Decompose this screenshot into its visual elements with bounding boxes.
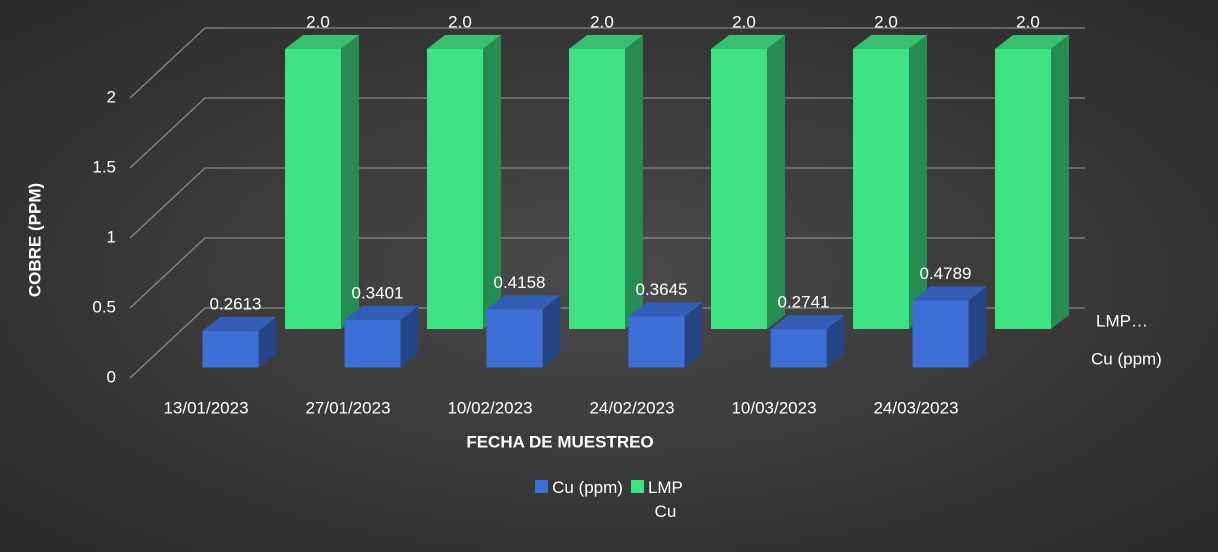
x-tick-label: 13/01/2023 (163, 398, 248, 417)
bar-side (542, 295, 561, 368)
legend-item: LMP Cu (630, 476, 683, 524)
bar-side (483, 35, 501, 329)
depth-label: Cu (ppm) (1091, 349, 1162, 368)
bar-top (427, 35, 501, 49)
depth-label: LMP… (1096, 311, 1148, 330)
bar-side (968, 286, 987, 368)
bar (427, 49, 483, 329)
bar-top (853, 35, 927, 49)
bar-side (767, 35, 785, 329)
data-label: 0.3645 (636, 280, 688, 299)
bar-side (1051, 35, 1069, 329)
data-label: 0.2613 (210, 294, 262, 313)
bar (344, 319, 401, 368)
y-tick-label: 1.5 (92, 157, 116, 176)
y-tick-label: 1 (107, 227, 116, 246)
data-label: 2.0 (732, 12, 756, 31)
data-label: 0.3401 (352, 283, 404, 302)
data-label: 2.0 (306, 12, 330, 31)
bar (853, 49, 909, 329)
legend-swatch (535, 480, 549, 493)
data-label: 0.2741 (778, 293, 830, 312)
x-tick-label: 10/02/2023 (447, 398, 532, 417)
bar (202, 330, 259, 368)
x-tick-label: 24/03/2023 (873, 398, 958, 417)
bar-top (344, 305, 419, 320)
data-label: 2.0 (590, 12, 614, 31)
y-tick-label: 0.5 (92, 297, 116, 316)
grid-line (129, 167, 1085, 239)
bar-side (909, 35, 927, 329)
data-label: 2.0 (874, 12, 898, 31)
bar (285, 49, 341, 329)
bar (770, 329, 827, 368)
data-label: 0.4158 (494, 273, 546, 292)
data-label: 2.0 (448, 12, 472, 31)
legend-item: Cu (ppm) (535, 476, 623, 524)
bar-top (711, 35, 785, 49)
x-tick-label: 10/03/2023 (731, 398, 816, 417)
x-axis-title: FECHA DE MUESTREO (466, 432, 653, 451)
grid-line (129, 237, 1085, 309)
bar-top (770, 315, 845, 330)
bar-side (684, 302, 703, 368)
y-tick-label: 2 (107, 87, 116, 106)
bar-top (285, 35, 359, 49)
x-tick-label: 27/01/2023 (305, 398, 390, 417)
bar-top (569, 35, 643, 49)
bar (711, 49, 767, 329)
bar-top (628, 302, 703, 317)
bar-side (400, 305, 419, 368)
bar-top (995, 35, 1069, 49)
bar (912, 300, 969, 368)
bar-side (826, 315, 845, 368)
y-axis-title: COBRE (PPM) (25, 183, 44, 297)
bar (569, 49, 625, 329)
grid-line (129, 307, 1085, 379)
legend-swatch (630, 480, 644, 493)
x-tick-label: 24/02/2023 (589, 398, 674, 417)
legend-label: Cu (ppm) (552, 478, 623, 497)
grid-line (129, 97, 1085, 169)
grid-line (129, 27, 1085, 99)
bar-side (258, 316, 277, 368)
y-tick-label: 0 (107, 367, 116, 386)
bar (486, 309, 543, 368)
legend-label: LMP Cu (647, 478, 683, 521)
bar-top (202, 316, 277, 331)
bar-top (912, 286, 987, 301)
legend: Cu (ppm) LMP Cu (0, 476, 1218, 524)
bar (628, 316, 685, 368)
bar-side (341, 35, 359, 329)
data-label: 2.0 (1016, 12, 1040, 31)
bar (995, 49, 1051, 329)
bar-top (486, 295, 561, 310)
data-label: 0.4789 (920, 264, 972, 283)
bar-side (625, 35, 643, 329)
